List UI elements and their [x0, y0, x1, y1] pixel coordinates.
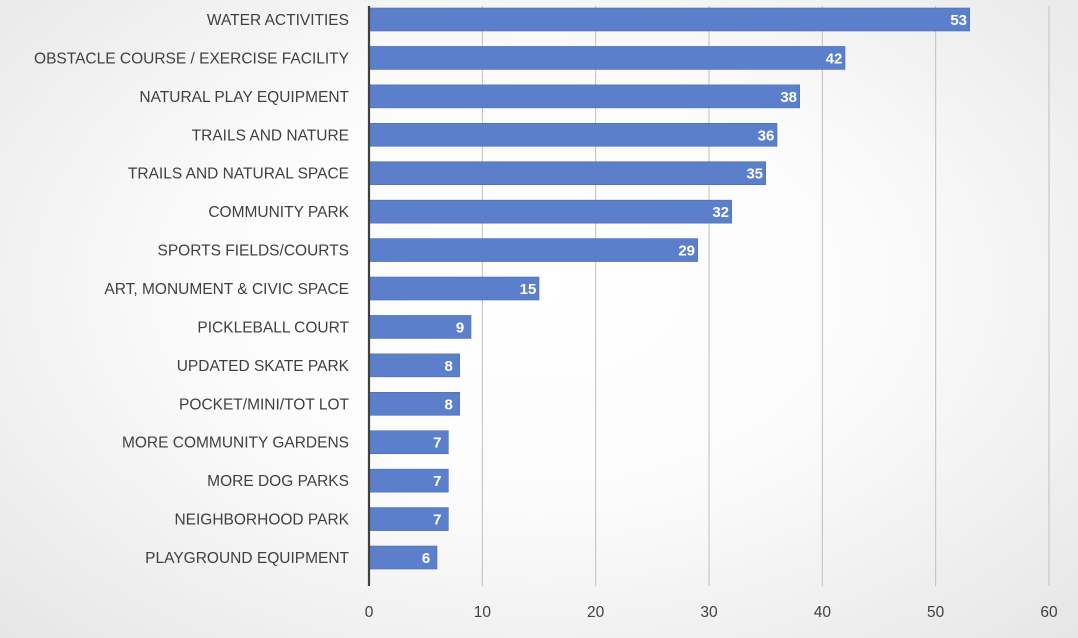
data-labels: 53 42 38 36 35 32 29 15 9 8 8 7 7 7 6 — [422, 12, 967, 567]
bar — [368, 238, 698, 262]
data-label: 15 — [520, 281, 537, 298]
bars — [368, 7, 970, 570]
category-label: OBSTACLE COURSE / EXERCISE FACILITY — [34, 50, 349, 67]
data-label: 36 — [758, 127, 775, 144]
category-label: UPDATED SKATE PARK — [177, 358, 350, 375]
data-label: 8 — [444, 358, 452, 375]
x-tick-label: 60 — [1040, 604, 1058, 621]
x-tick-label: 0 — [365, 604, 374, 621]
category-label: WATER ACTIVITIES — [207, 12, 349, 29]
bar — [368, 161, 766, 186]
bar — [368, 46, 846, 70]
data-label: 42 — [826, 50, 843, 67]
data-label: 7 — [433, 512, 441, 529]
category-label: TRAILS AND NATURAL SPACE — [128, 166, 349, 183]
category-label: PLAYGROUND EQUIPMENT — [145, 550, 349, 567]
category-labels: WATER ACTIVITIES OBSTACLE COURSE / EXERCI… — [34, 12, 350, 567]
category-label: POCKET/MINI/TOT LOT — [179, 396, 349, 413]
x-tick-label: 30 — [700, 604, 718, 621]
x-tick-label: 50 — [927, 604, 945, 621]
bar — [368, 122, 778, 147]
x-tick-label: 40 — [814, 604, 832, 621]
category-label: ART, MONUMENT & CIVIC SPACE — [104, 281, 349, 298]
x-tick-label: 20 — [587, 604, 605, 621]
data-label: 53 — [950, 12, 967, 29]
data-label: 35 — [746, 166, 763, 183]
data-label: 9 — [456, 319, 464, 336]
bar — [368, 84, 800, 109]
category-label: NATURAL PLAY EQUIPMENT — [139, 89, 349, 106]
data-label: 29 — [678, 243, 695, 260]
category-label: MORE COMMUNITY GARDENS — [122, 435, 349, 452]
bar — [368, 276, 540, 301]
category-label: NEIGHBORHOOD PARK — [174, 512, 349, 529]
category-label: COMMUNITY PARK — [208, 204, 349, 221]
category-label: PICKLEBALL COURT — [197, 319, 349, 336]
bar — [368, 7, 970, 32]
data-label: 6 — [422, 550, 430, 567]
x-tick-labels: 0 10 20 30 40 50 60 — [365, 604, 1058, 621]
category-label: SPORTS FIELDS/COURTS — [158, 243, 350, 260]
data-label: 7 — [433, 473, 441, 490]
data-label: 38 — [780, 89, 797, 106]
data-label: 8 — [444, 396, 452, 413]
data-label: 7 — [433, 435, 441, 452]
category-label: MORE DOG PARKS — [207, 473, 349, 490]
category-label: TRAILS AND NATURE — [192, 127, 349, 144]
data-label: 32 — [712, 204, 729, 221]
bar — [368, 199, 732, 224]
x-tick-label: 10 — [474, 604, 492, 621]
